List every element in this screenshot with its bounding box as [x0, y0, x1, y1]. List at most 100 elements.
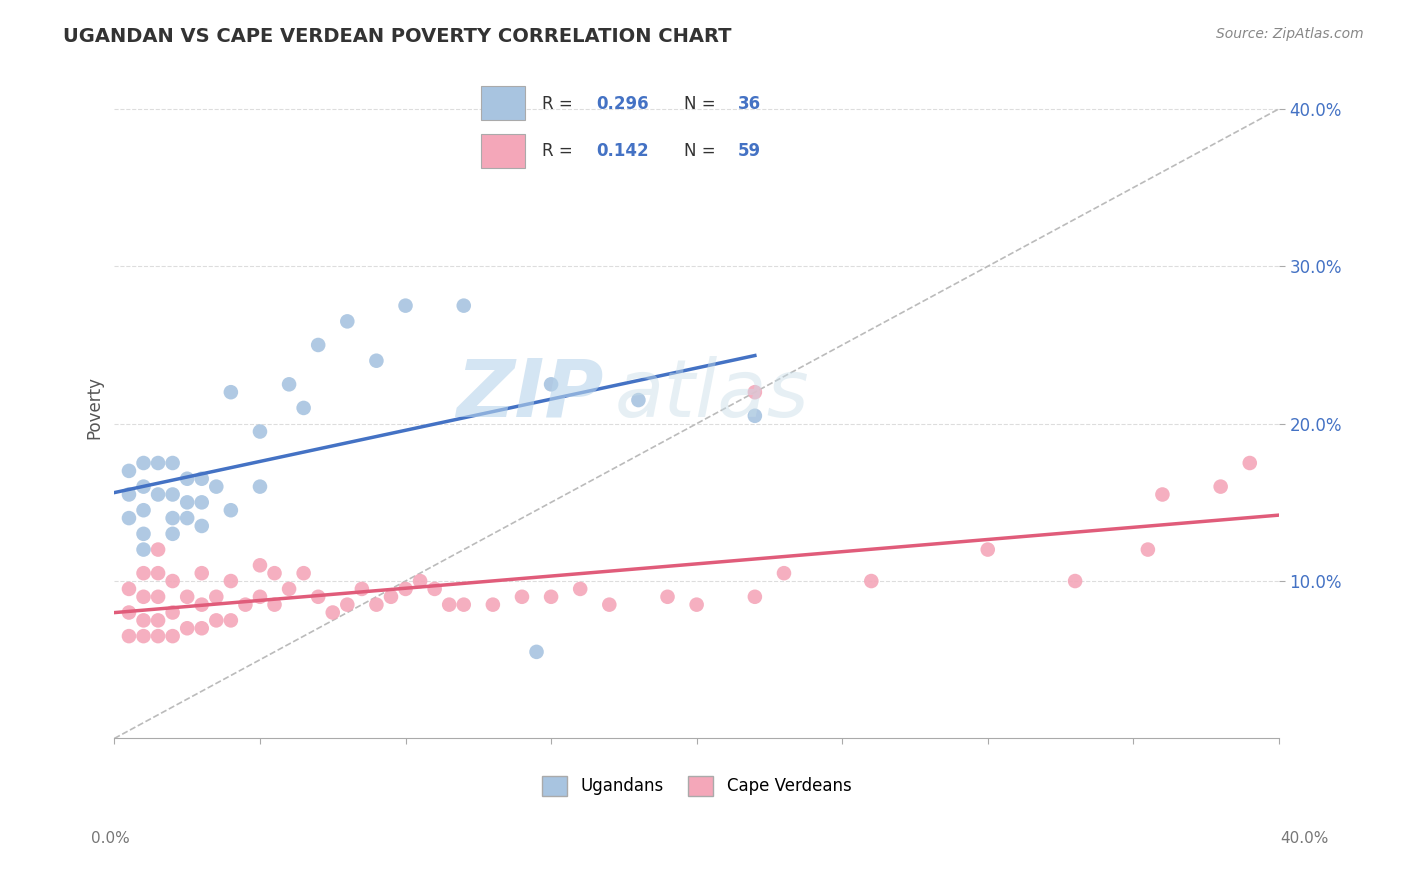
Point — [336, 314, 359, 328]
Point — [685, 598, 707, 612]
Point — [146, 566, 169, 581]
Point — [423, 582, 446, 596]
Point — [366, 598, 388, 612]
Point — [190, 519, 212, 533]
Point — [744, 590, 766, 604]
Point — [190, 598, 212, 612]
Point — [1152, 487, 1174, 501]
Point — [249, 425, 271, 439]
Point — [146, 487, 169, 501]
Point — [162, 606, 184, 620]
Point — [162, 487, 184, 501]
Point — [1239, 456, 1261, 470]
Point — [540, 377, 562, 392]
Point — [394, 299, 416, 313]
Point — [307, 338, 329, 352]
Point — [453, 598, 475, 612]
Point — [190, 472, 212, 486]
Point — [132, 456, 155, 470]
Text: 36: 36 — [738, 95, 761, 112]
Point — [162, 629, 184, 643]
Point — [292, 401, 315, 415]
Point — [394, 582, 416, 596]
Point — [744, 385, 766, 400]
Text: atlas: atlas — [616, 356, 810, 434]
Text: 40.0%: 40.0% — [1281, 831, 1329, 846]
Point — [118, 629, 141, 643]
Point — [176, 472, 198, 486]
Point — [657, 590, 679, 604]
Point — [219, 503, 242, 517]
Point — [132, 503, 155, 517]
Point — [176, 621, 198, 635]
Point — [132, 480, 155, 494]
Point — [162, 574, 184, 588]
Point — [598, 598, 620, 612]
Point — [118, 464, 141, 478]
Point — [219, 385, 242, 400]
Point — [1064, 574, 1087, 588]
Point — [162, 456, 184, 470]
Text: UGANDAN VS CAPE VERDEAN POVERTY CORRELATION CHART: UGANDAN VS CAPE VERDEAN POVERTY CORRELAT… — [63, 27, 731, 45]
Point — [482, 598, 505, 612]
Point — [409, 574, 432, 588]
Text: ZIP: ZIP — [456, 356, 603, 434]
Point — [453, 299, 475, 313]
Text: R =: R = — [541, 95, 578, 112]
Point — [263, 566, 285, 581]
Point — [1136, 542, 1159, 557]
Point — [744, 409, 766, 423]
FancyBboxPatch shape — [481, 135, 524, 168]
Point — [205, 480, 228, 494]
Point — [118, 606, 141, 620]
Point — [263, 598, 285, 612]
Point — [132, 614, 155, 628]
Point — [219, 574, 242, 588]
Point — [540, 590, 562, 604]
Point — [146, 629, 169, 643]
Point — [190, 495, 212, 509]
Point — [205, 590, 228, 604]
Point — [350, 582, 373, 596]
Point — [146, 614, 169, 628]
Point — [380, 590, 402, 604]
Point — [510, 590, 533, 604]
Point — [146, 456, 169, 470]
Text: Source: ZipAtlas.com: Source: ZipAtlas.com — [1216, 27, 1364, 41]
Point — [132, 629, 155, 643]
Point — [860, 574, 883, 588]
Point — [132, 566, 155, 581]
Point — [176, 495, 198, 509]
Point — [176, 590, 198, 604]
Point — [292, 566, 315, 581]
Point — [190, 621, 212, 635]
Text: R =: R = — [541, 142, 578, 160]
Text: 0.0%: 0.0% — [91, 831, 131, 846]
Point — [146, 590, 169, 604]
Point — [627, 392, 650, 407]
Legend: Ugandans, Cape Verdeans: Ugandans, Cape Verdeans — [536, 769, 858, 803]
Point — [132, 542, 155, 557]
Point — [162, 526, 184, 541]
Point — [278, 377, 301, 392]
Point — [190, 566, 212, 581]
Point — [162, 511, 184, 525]
Point — [278, 582, 301, 596]
Point — [205, 614, 228, 628]
FancyBboxPatch shape — [481, 87, 524, 120]
Point — [249, 590, 271, 604]
Point — [249, 558, 271, 573]
Point — [773, 566, 796, 581]
Point — [437, 598, 460, 612]
Point — [249, 480, 271, 494]
Point — [118, 582, 141, 596]
Text: 0.296: 0.296 — [596, 95, 648, 112]
Y-axis label: Poverty: Poverty — [86, 376, 103, 440]
Point — [977, 542, 1000, 557]
Point — [146, 542, 169, 557]
Point — [132, 526, 155, 541]
Point — [176, 511, 198, 525]
Point — [366, 353, 388, 368]
Text: 59: 59 — [738, 142, 761, 160]
Point — [336, 598, 359, 612]
